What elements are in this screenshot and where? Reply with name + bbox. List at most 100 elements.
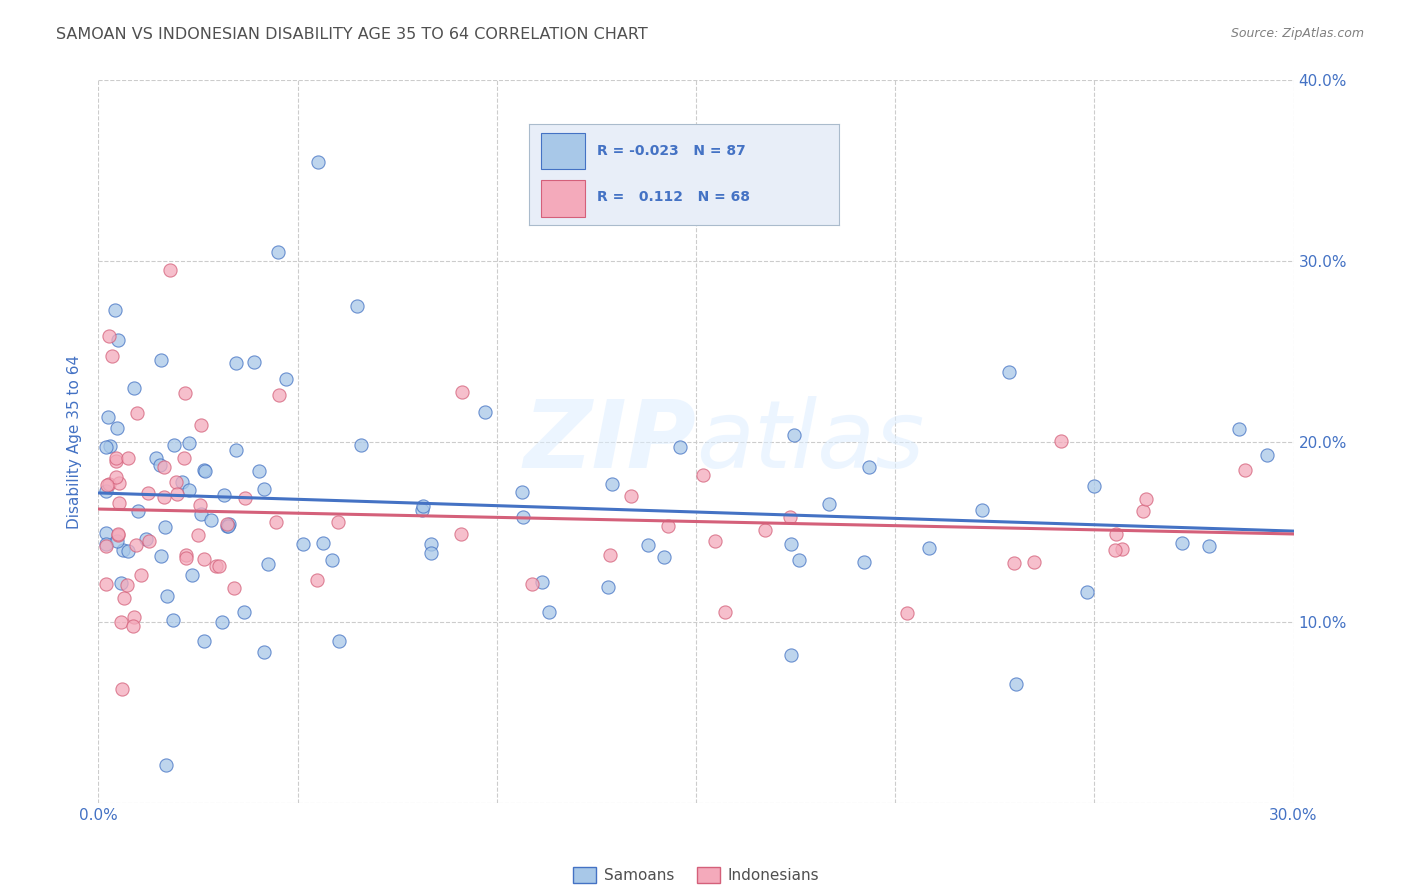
Point <box>264 515 287 529</box>
Point <box>512 510 534 524</box>
Point <box>350 438 373 452</box>
Point <box>104 470 127 484</box>
Point <box>669 440 692 454</box>
Point <box>1004 556 1026 570</box>
Point <box>112 591 135 605</box>
Point <box>97 410 120 425</box>
Point <box>474 405 496 419</box>
Point <box>165 475 187 489</box>
Point <box>177 483 200 498</box>
Point <box>105 421 128 435</box>
Point <box>117 578 139 592</box>
Point <box>1050 434 1073 448</box>
Point <box>1198 539 1220 553</box>
Point <box>170 475 193 490</box>
Point <box>225 356 247 370</box>
Point <box>328 634 350 648</box>
Point <box>817 497 839 511</box>
Point <box>346 299 368 313</box>
Text: Source: ZipAtlas.com: Source: ZipAtlas.com <box>1230 27 1364 40</box>
Point <box>117 450 139 465</box>
Point <box>215 516 238 531</box>
Point <box>321 553 343 567</box>
Point <box>247 464 270 478</box>
Point <box>145 451 167 466</box>
Point <box>127 504 149 518</box>
Point <box>135 532 157 546</box>
Point <box>312 535 335 549</box>
Point <box>155 758 177 772</box>
Point <box>599 548 621 562</box>
Point <box>637 538 659 552</box>
Point <box>187 527 209 541</box>
Point <box>97 477 120 491</box>
Point <box>188 498 211 512</box>
Point <box>307 154 329 169</box>
Point <box>200 513 222 527</box>
Point <box>107 526 129 541</box>
Point <box>108 496 131 510</box>
Point <box>998 365 1021 379</box>
Point <box>96 478 118 492</box>
Point <box>779 648 801 662</box>
Point <box>110 615 132 629</box>
Point <box>149 458 172 473</box>
Point <box>1227 422 1250 436</box>
Point <box>218 517 240 532</box>
Point <box>305 573 328 587</box>
Point <box>125 538 148 552</box>
Point <box>181 568 204 582</box>
Point <box>215 519 238 533</box>
Point <box>222 581 245 595</box>
Point <box>896 606 918 620</box>
Point <box>156 589 179 603</box>
Point <box>100 349 122 363</box>
Point <box>652 549 675 564</box>
Point <box>193 633 215 648</box>
Point <box>190 507 212 521</box>
Point <box>412 499 434 513</box>
Point <box>173 451 195 466</box>
Point <box>96 484 118 499</box>
Point <box>1076 585 1098 599</box>
Point <box>530 575 553 590</box>
Point <box>96 440 118 454</box>
Point <box>972 503 994 517</box>
Point <box>96 539 118 553</box>
Point <box>104 303 127 318</box>
Point <box>276 372 298 386</box>
Point <box>257 557 280 571</box>
Point <box>107 527 129 541</box>
Point <box>714 605 737 619</box>
Point <box>174 551 197 566</box>
Point <box>233 605 256 619</box>
Point <box>510 484 533 499</box>
Point <box>129 567 152 582</box>
Point <box>98 439 121 453</box>
Legend: Samoans, Indonesians: Samoans, Indonesians <box>567 861 825 889</box>
Point <box>1004 676 1026 690</box>
Point <box>108 476 131 491</box>
Point <box>155 520 177 534</box>
Point <box>112 542 135 557</box>
Text: atlas: atlas <box>696 396 924 487</box>
Point <box>104 454 127 468</box>
Point <box>789 553 811 567</box>
Point <box>598 580 620 594</box>
Point <box>193 463 215 477</box>
Point <box>450 384 472 399</box>
Point <box>233 491 256 505</box>
Point <box>1135 492 1157 507</box>
Point <box>138 534 160 549</box>
Point <box>166 487 188 501</box>
Point <box>193 551 215 566</box>
Text: ZIP: ZIP <box>523 395 696 488</box>
Point <box>703 533 725 548</box>
Point <box>205 559 228 574</box>
Point <box>117 544 139 558</box>
Point <box>208 559 231 574</box>
Point <box>98 329 121 343</box>
Point <box>657 518 679 533</box>
Point <box>110 576 132 591</box>
Point <box>225 442 247 457</box>
